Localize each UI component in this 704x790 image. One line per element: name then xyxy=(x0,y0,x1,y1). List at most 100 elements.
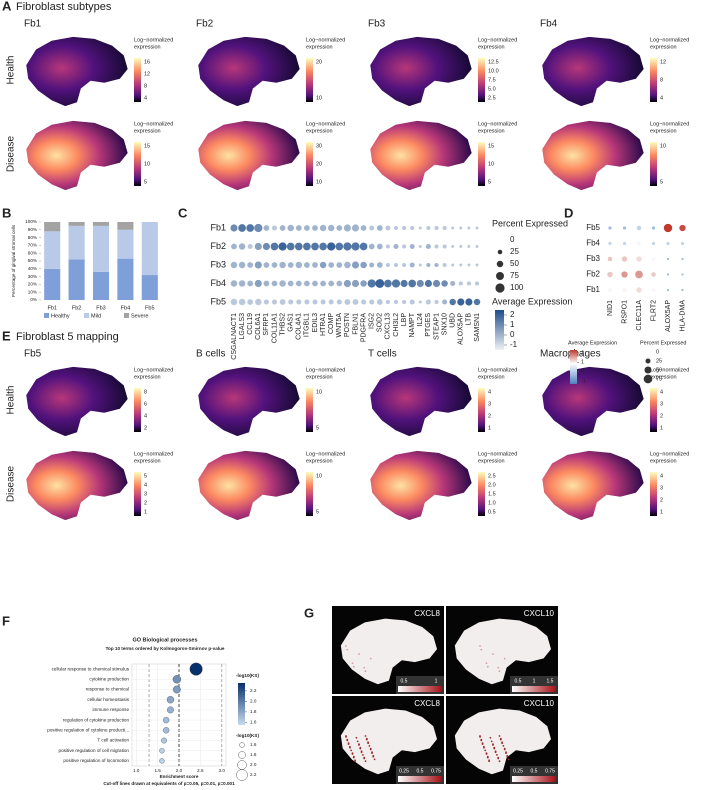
colorbar-label: 8 xyxy=(660,77,663,83)
spot xyxy=(507,758,510,761)
colorbar xyxy=(650,472,657,516)
dot xyxy=(622,241,627,246)
dot xyxy=(467,245,471,248)
colorbar-label: 1 xyxy=(660,425,663,431)
dot xyxy=(336,280,343,287)
dot xyxy=(451,226,455,230)
dot xyxy=(351,224,360,232)
colorbar-label: 4 xyxy=(660,95,663,101)
dot xyxy=(278,242,287,251)
gene-label: PDGFRA xyxy=(360,313,367,343)
legend-title: expression xyxy=(650,128,677,134)
dot xyxy=(475,226,479,230)
colorbar xyxy=(398,686,442,692)
gene-label: LGALS3 xyxy=(239,313,246,340)
legend-title: Log−normalized xyxy=(650,451,689,457)
spot xyxy=(496,754,498,756)
colorbar-label: 2 xyxy=(660,413,663,419)
dot xyxy=(254,242,262,251)
dot xyxy=(161,737,167,744)
legend-title: Log−normalized xyxy=(650,37,689,43)
dot xyxy=(424,279,432,288)
dot xyxy=(295,261,303,269)
colorbar-label: 30 xyxy=(316,143,322,149)
legend-label: 1 xyxy=(510,320,515,329)
tissue-map xyxy=(370,36,472,107)
gene-label: IL24 xyxy=(417,313,424,327)
gene-label: CSGALNACT1 xyxy=(231,313,238,360)
colorbar-label: 2.5 xyxy=(488,473,496,479)
y-tick-label: 50% xyxy=(28,258,37,263)
legend-title: expression xyxy=(134,374,161,380)
dot xyxy=(442,262,447,268)
colorbar-label: 5 xyxy=(488,179,491,185)
dot xyxy=(607,287,613,293)
colorbar xyxy=(306,388,313,432)
gene-label: COL4A1 xyxy=(296,313,303,340)
colorbar xyxy=(495,310,504,350)
column-header: Fb3 xyxy=(368,19,386,30)
dot xyxy=(408,279,417,288)
legend-swatch xyxy=(84,313,89,318)
spot xyxy=(498,670,501,673)
dot xyxy=(359,242,368,251)
tissue-map xyxy=(370,450,472,521)
gene-label: SNX10 xyxy=(441,313,448,335)
bar-segment xyxy=(141,222,158,276)
colorbar-label: 2.5 xyxy=(488,95,496,101)
dot xyxy=(312,280,318,287)
dot xyxy=(402,299,407,305)
legend-title: expression xyxy=(650,44,677,50)
dot xyxy=(336,262,343,268)
gene-label: HLA-DMA xyxy=(679,300,686,332)
colorbar-label: 5 xyxy=(316,425,319,431)
colorbar-label: 5.0 xyxy=(488,86,496,92)
legend-dot xyxy=(644,366,652,374)
legend-dot xyxy=(236,769,248,781)
colorbar xyxy=(134,472,141,516)
dot xyxy=(426,262,431,268)
spot xyxy=(372,755,375,758)
dot xyxy=(416,279,424,288)
spot xyxy=(497,757,500,760)
bar-segment xyxy=(141,275,158,300)
dot xyxy=(279,225,286,231)
legend-dot xyxy=(497,249,503,255)
dot xyxy=(409,243,415,250)
spot xyxy=(369,657,372,660)
dot xyxy=(247,280,254,287)
x-tick-label: 1.5 xyxy=(154,768,161,773)
dot xyxy=(467,226,471,230)
dot xyxy=(312,262,318,268)
dot xyxy=(385,244,390,249)
row-label: Health xyxy=(6,386,17,415)
spot xyxy=(483,746,485,749)
colorbar-label: 15 xyxy=(144,143,150,149)
spot xyxy=(349,746,351,749)
gene-label: POSTN xyxy=(344,313,351,337)
tissue-map xyxy=(198,120,300,191)
dot xyxy=(666,257,670,261)
spot xyxy=(364,735,367,737)
legend-swatch xyxy=(124,313,129,318)
dot xyxy=(450,280,456,287)
colorbar-label: 0.75 xyxy=(545,768,555,774)
legend-title: Log−normalized xyxy=(306,451,345,457)
dot xyxy=(247,243,253,250)
dot xyxy=(360,225,367,231)
x-tick-label: 1.0 xyxy=(133,768,140,773)
spot xyxy=(347,743,350,745)
gene-label: SOD2 xyxy=(377,313,384,332)
spot xyxy=(485,753,488,755)
spot xyxy=(492,653,494,655)
dot xyxy=(434,225,439,231)
colorbar xyxy=(570,350,577,384)
tissue-map xyxy=(198,366,300,437)
x-tick-label: Fb2 xyxy=(72,305,81,311)
legend-title: expression xyxy=(134,128,161,134)
dot xyxy=(636,225,642,231)
legend-title: expression xyxy=(306,374,333,380)
dot xyxy=(367,279,376,288)
dot xyxy=(286,242,295,251)
spot xyxy=(369,748,372,751)
